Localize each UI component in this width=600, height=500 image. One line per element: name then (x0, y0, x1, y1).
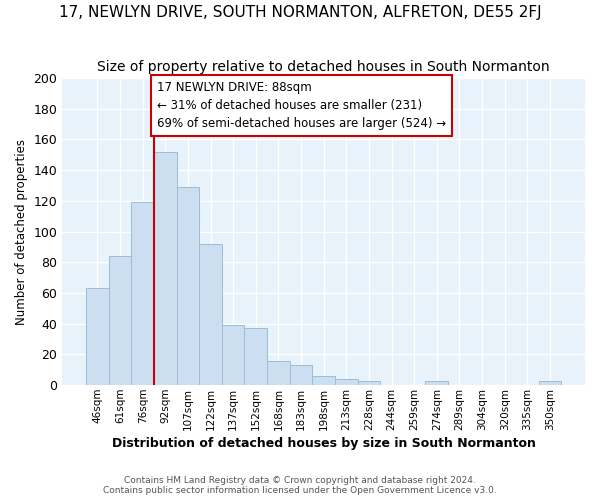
Bar (244, 328, 267, 385)
Bar (290, 365, 313, 385)
Bar (335, 379, 358, 385)
Bar (131, 202, 154, 385)
Text: Contains HM Land Registry data © Crown copyright and database right 2024.
Contai: Contains HM Land Registry data © Crown c… (103, 476, 497, 495)
Y-axis label: Number of detached properties: Number of detached properties (15, 138, 28, 324)
Bar (267, 360, 290, 385)
Bar (222, 325, 244, 385)
Text: 17 NEWLYN DRIVE: 88sqm
← 31% of detached houses are smaller (231)
69% of semi-de: 17 NEWLYN DRIVE: 88sqm ← 31% of detached… (157, 81, 446, 130)
Title: Size of property relative to detached houses in South Normanton: Size of property relative to detached ho… (97, 60, 550, 74)
X-axis label: Distribution of detached houses by size in South Normanton: Distribution of detached houses by size … (112, 437, 536, 450)
Bar (154, 152, 176, 385)
Text: 17, NEWLYN DRIVE, SOUTH NORMANTON, ALFRETON, DE55 2FJ: 17, NEWLYN DRIVE, SOUTH NORMANTON, ALFRE… (59, 5, 541, 20)
Bar (425, 380, 448, 385)
Bar (199, 244, 222, 385)
Bar (313, 376, 335, 385)
Bar (539, 380, 561, 385)
Bar (358, 380, 380, 385)
Bar (109, 256, 131, 385)
Bar (86, 288, 109, 385)
Bar (176, 187, 199, 385)
